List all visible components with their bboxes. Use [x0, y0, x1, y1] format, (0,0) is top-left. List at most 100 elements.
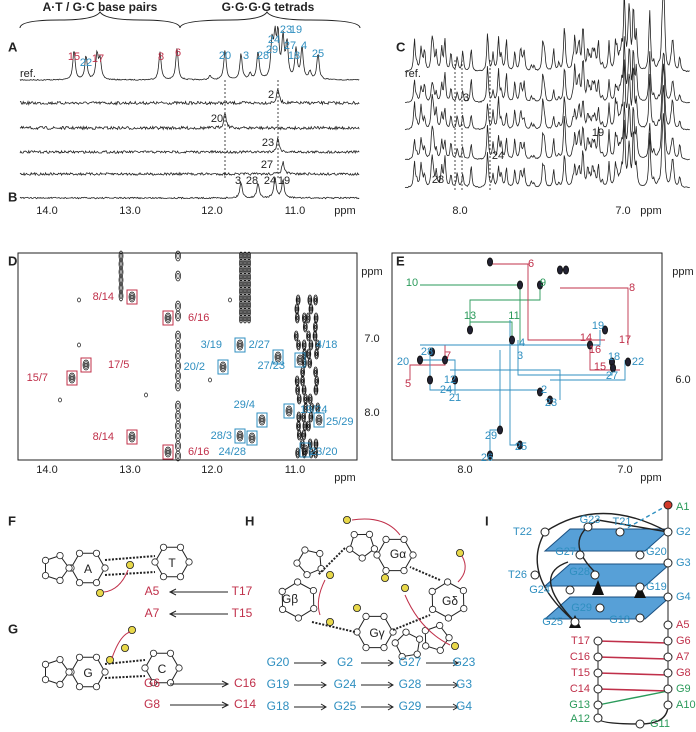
label: G20 [646, 546, 667, 558]
contour [294, 312, 300, 324]
label: 6 [175, 47, 181, 59]
label: 27/23 [257, 360, 285, 372]
contour [301, 369, 304, 375]
connectivity [469, 285, 541, 330]
label: G3 [456, 677, 472, 691]
nucleotide [593, 668, 603, 678]
contour [303, 395, 308, 403]
label: G [8, 621, 18, 636]
contour [239, 309, 243, 315]
nucleotide [635, 582, 645, 592]
noe-arrow [317, 579, 326, 616]
atom [370, 545, 378, 553]
contour [219, 361, 227, 373]
label: 27 [284, 40, 296, 52]
label: H [245, 513, 254, 528]
atom [56, 655, 64, 664]
connectivity [509, 320, 520, 446]
contour [247, 258, 251, 268]
label: G9 [676, 683, 691, 695]
label: C16 [570, 651, 590, 663]
atom [380, 643, 388, 652]
contour [308, 297, 311, 303]
label: ppm [361, 266, 382, 278]
label: G25 [334, 699, 357, 713]
atom [310, 604, 318, 613]
label: 19 [290, 24, 302, 36]
contour [70, 375, 74, 381]
label: 3/19 [201, 339, 222, 351]
contour [176, 273, 180, 279]
contour [243, 279, 247, 289]
atom [159, 573, 168, 581]
h-bond [104, 659, 146, 665]
label: 12 [444, 374, 456, 386]
contour [313, 312, 319, 324]
label: 24 [492, 150, 504, 162]
atom [346, 545, 354, 553]
label: 3 [517, 350, 523, 362]
atom [41, 675, 50, 684]
contour [176, 373, 180, 379]
label: 13.0 [119, 464, 140, 476]
peak-box [313, 412, 325, 428]
label: G18 [609, 614, 630, 626]
contour [304, 396, 307, 402]
contour [295, 306, 298, 312]
peak-box [66, 370, 78, 386]
contour [119, 277, 123, 283]
contour [165, 448, 171, 456]
label: 20 [397, 356, 409, 368]
cross-peak [417, 355, 423, 365]
contour [243, 251, 247, 261]
nucleotide [583, 522, 593, 532]
label: G23 [453, 655, 476, 669]
label: 16 [589, 344, 601, 356]
contour [302, 432, 305, 438]
contour [243, 260, 247, 266]
label: ppm [640, 472, 661, 484]
plot-frame [391, 252, 663, 461]
contour [176, 443, 180, 449]
label: 7.0 [364, 333, 379, 345]
contour [175, 250, 181, 262]
spectrum [19, 161, 360, 177]
cross-peak [429, 347, 435, 357]
contour [305, 312, 311, 324]
contour [176, 313, 180, 319]
contour [239, 288, 243, 294]
atom [65, 564, 73, 572]
peak-box [299, 442, 311, 458]
contour [302, 314, 306, 322]
contour [119, 293, 123, 299]
atom [413, 650, 421, 658]
proton [380, 574, 389, 583]
contour [239, 265, 243, 275]
label: C14 [234, 697, 256, 711]
nucleotide [530, 570, 540, 580]
label: 8.0 [452, 205, 467, 217]
label: Gα [390, 547, 406, 561]
contour [314, 314, 318, 322]
contour [243, 253, 247, 259]
label: 12.0 [201, 205, 222, 217]
contour [307, 350, 311, 358]
label: G19 [646, 581, 667, 593]
connectivity [450, 369, 561, 400]
label: 21 [449, 392, 461, 404]
label: ppm [334, 205, 355, 217]
h-bond [104, 571, 156, 576]
peak-box [162, 310, 174, 326]
contour [297, 414, 300, 420]
contour [247, 314, 251, 324]
cross-peak [497, 425, 503, 435]
label: 20/2 [184, 361, 205, 373]
connector [597, 656, 669, 660]
h-bond [104, 555, 156, 561]
contour [144, 392, 148, 398]
contour [313, 384, 319, 396]
label: 14 [580, 332, 592, 344]
contour [312, 330, 318, 342]
nucleotide [595, 603, 605, 613]
